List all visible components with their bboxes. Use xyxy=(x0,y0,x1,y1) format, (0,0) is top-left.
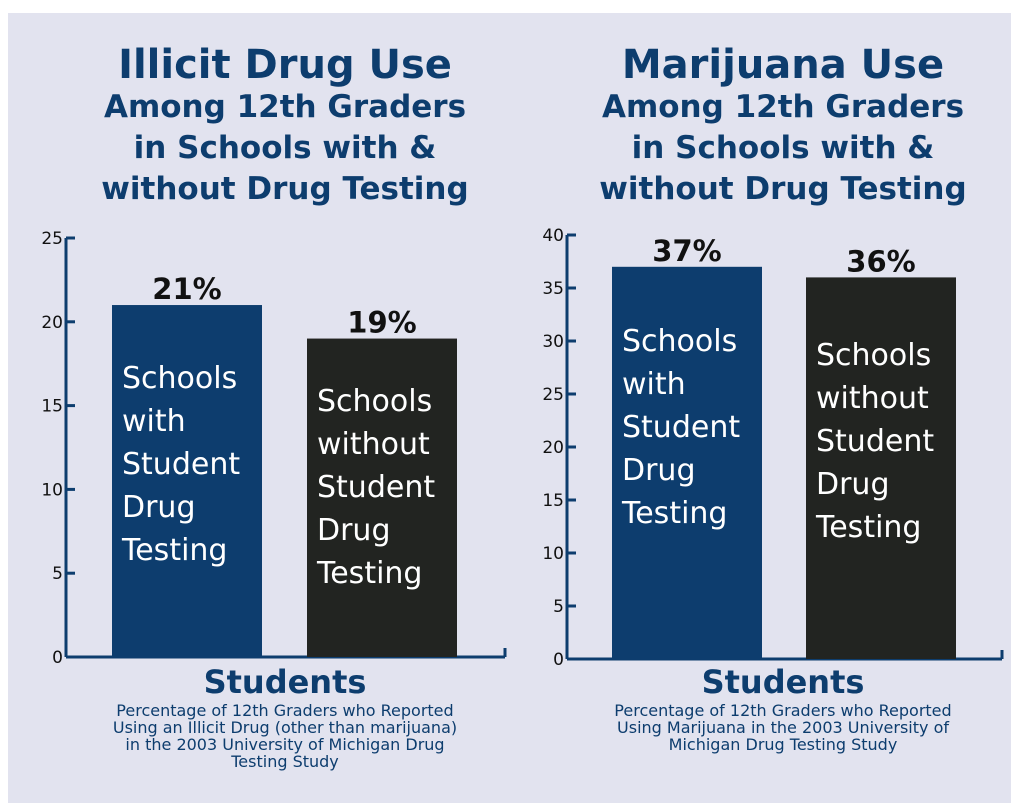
y-tick-label: 5 xyxy=(553,597,564,617)
caption-line: Using an Illicit Drug (other than mariju… xyxy=(113,718,457,737)
chart-subtitle-line: in Schools with & xyxy=(134,130,437,166)
chart-title: Marijuana Use xyxy=(622,42,944,88)
caption-line: Using Marijuana in the 2003 University o… xyxy=(617,718,949,737)
bar xyxy=(806,277,956,659)
caption-line: Michigan Drug Testing Study xyxy=(669,735,898,754)
bar-category-label: with xyxy=(622,367,686,402)
bar-value-label: 19% xyxy=(347,306,416,340)
chart-subtitle-line: without Drug Testing xyxy=(599,171,966,207)
chart-title: Illicit Drug Use xyxy=(118,42,452,88)
caption-line: in the 2003 University of Michigan Drug xyxy=(125,735,444,754)
bar-category-label: Testing xyxy=(621,496,727,531)
x-axis-label: Students xyxy=(204,663,367,701)
bar-category-label: Schools xyxy=(622,324,737,359)
y-tick-label: 20 xyxy=(41,313,63,333)
bar-category-label: Schools xyxy=(317,384,432,419)
caption-line: Percentage of 12th Graders who Reported xyxy=(116,701,453,720)
bar-category-label: with xyxy=(122,404,186,439)
y-tick-label: 15 xyxy=(542,491,564,511)
chart-subtitle-line: without Drug Testing xyxy=(101,171,468,207)
y-tick-label: 0 xyxy=(52,648,63,668)
bar-category-label: Testing xyxy=(815,510,921,545)
bar-category-label: Testing xyxy=(121,533,227,568)
bar-category-label: Drug xyxy=(622,453,696,488)
bar-category-label: Schools xyxy=(816,338,931,373)
y-tick-label: 40 xyxy=(542,226,564,246)
bar-category-label: Drug xyxy=(816,467,890,502)
y-tick-label: 25 xyxy=(542,385,564,405)
bar-category-label: Student xyxy=(622,410,740,445)
chart-subtitle-line: Among 12th Graders xyxy=(602,89,964,125)
bar-category-label: Schools xyxy=(122,361,237,396)
bar-category-label: without xyxy=(317,427,430,462)
bar-value-label: 37% xyxy=(652,234,721,268)
y-tick-label: 10 xyxy=(542,544,564,564)
y-tick-label: 10 xyxy=(41,480,63,500)
bar-category-label: Drug xyxy=(122,490,196,525)
bar-category-label: Testing xyxy=(316,556,422,591)
bar-category-label: Drug xyxy=(317,513,391,548)
chart-subtitle-line: Among 12th Graders xyxy=(104,89,466,125)
bar-category-label: without xyxy=(816,381,929,416)
y-tick-label: 20 xyxy=(542,438,564,458)
y-tick-label: 15 xyxy=(41,397,63,417)
y-tick-label: 5 xyxy=(52,564,63,584)
bar-category-label: Student xyxy=(317,470,435,505)
caption-line: Percentage of 12th Graders who Reported xyxy=(614,701,951,720)
caption-line: Testing Study xyxy=(230,752,339,771)
chart-subtitle-line: in Schools with & xyxy=(632,130,935,166)
y-tick-label: 30 xyxy=(542,332,564,352)
x-axis-label: Students xyxy=(702,663,865,701)
y-tick-label: 25 xyxy=(41,229,63,249)
y-tick-label: 35 xyxy=(542,279,564,299)
bar-category-label: Student xyxy=(122,447,240,482)
bar-value-label: 21% xyxy=(152,272,221,306)
bar xyxy=(612,266,762,659)
bar-value-label: 36% xyxy=(846,244,915,278)
y-tick-label: 0 xyxy=(553,650,564,670)
bar xyxy=(307,338,457,657)
bar xyxy=(112,305,262,657)
bar-category-label: Student xyxy=(816,424,934,459)
